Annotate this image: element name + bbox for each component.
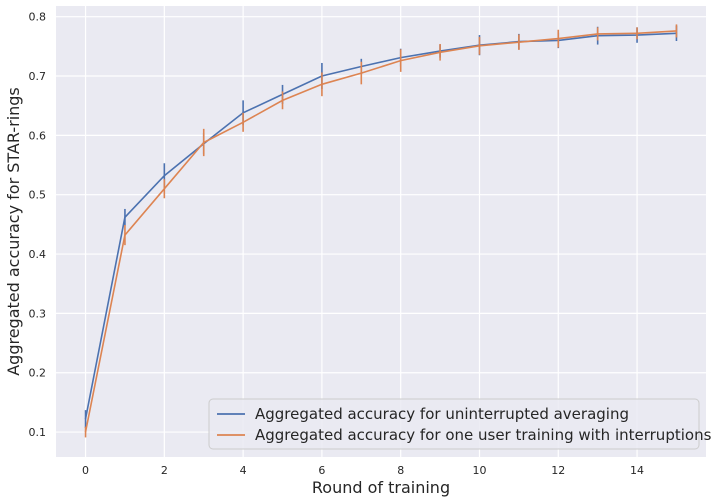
y-tick-label: 0.3 — [29, 307, 47, 320]
legend-box — [208, 398, 700, 450]
legend-label: Aggregated accuracy for one user trainin… — [255, 426, 712, 444]
x-tick-label: 6 — [318, 464, 325, 477]
x-tick-label: 12 — [551, 464, 565, 477]
legend-label: Aggregated accuracy for uninterrupted av… — [255, 405, 629, 423]
series-line — [84, 32, 677, 420]
x-tick-label: 0 — [82, 464, 89, 477]
x-tick-label: 10 — [472, 464, 486, 477]
y-tick-label: 0.4 — [29, 248, 47, 261]
y-tick-label: 0.7 — [29, 70, 47, 83]
series-2 — [84, 24, 678, 438]
legend: Aggregated accuracy for uninterrupted av… — [208, 398, 712, 450]
series-line — [84, 30, 677, 433]
y-axis-label: Aggregated accuracy for STAR-rings — [4, 87, 23, 376]
y-tick-label: 0.6 — [29, 129, 47, 142]
x-tick-label: 14 — [630, 464, 644, 477]
x-tick-label: 8 — [397, 464, 404, 477]
x-tick-label: 2 — [161, 464, 168, 477]
plot-area — [56, 6, 706, 457]
grid — [56, 6, 706, 457]
ticks: 0 2 4 6 8 10 12 14 0.1 0.2 0.3 0.4 0.5 0.6 0.7 0.8 — [29, 11, 645, 477]
series-layer — [84, 24, 678, 438]
y-tick-label: 0.8 — [29, 11, 47, 24]
y-tick-label: 0.5 — [29, 189, 47, 202]
x-axis-label: Round of training — [312, 478, 450, 497]
y-tick-label: 0.1 — [29, 426, 47, 439]
y-tick-label: 0.2 — [29, 367, 47, 380]
x-tick-label: 4 — [240, 464, 247, 477]
